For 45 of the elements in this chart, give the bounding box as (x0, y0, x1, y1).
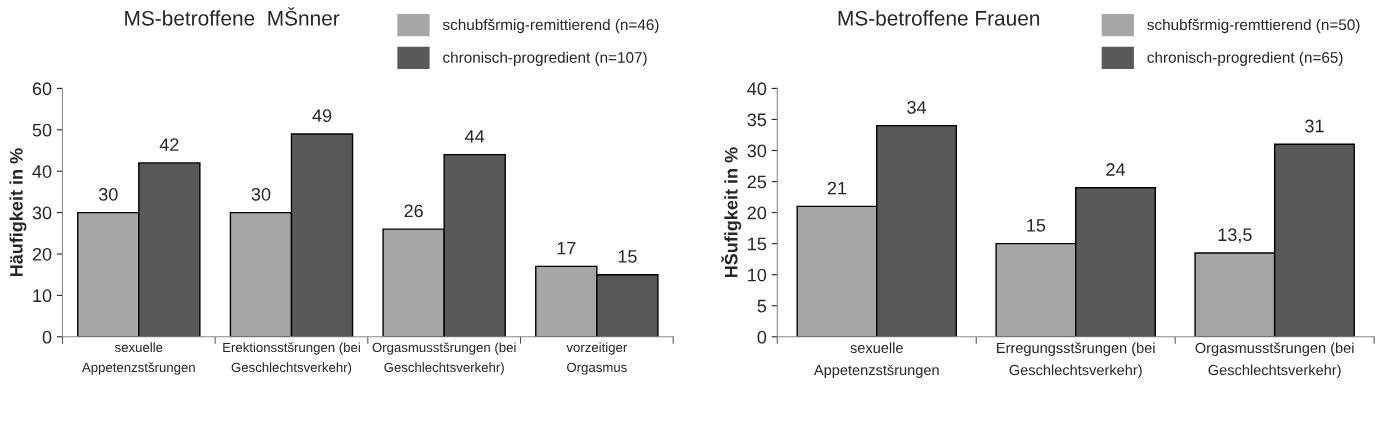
data-label: 15 (1027, 219, 1046, 232)
data-label: 34 (907, 100, 927, 114)
x-tick-label: Erektionsstšrungen (bei Geschlechtsverkehr) (223, 342, 360, 375)
legend-label: schubfšrmig-remittierend (n=46) (442, 18, 659, 34)
data-label: 49 (312, 109, 332, 123)
y-tick-label: 40 (32, 165, 52, 178)
x-tick-label: sexuelle Appetenzstšrungen (81, 342, 195, 375)
y-tick-label: 60 (32, 82, 52, 96)
data-label: 30 (98, 187, 118, 201)
data-label: 44 (465, 130, 485, 143)
chart-title: MS-betroffene Frauen (838, 10, 1040, 26)
chart-title: MS-betroffene MŠnner (125, 7, 340, 26)
data-label: 15 (618, 250, 637, 263)
legend-label: chronisch-progredient (n=107) (443, 51, 647, 66)
y-tick-label: 20 (32, 247, 52, 261)
y-tick-label: 30 (747, 144, 767, 158)
x-tick-label: Erregungsstšrungen (bei Geschlechtsverkehr) (997, 342, 1155, 379)
data-label: 13,5 (1218, 228, 1252, 244)
y-tick-label: 0 (757, 330, 767, 344)
y-tick-label: 20 (747, 206, 767, 220)
legend-label: chronisch-progredient (n=65) (1147, 51, 1343, 66)
data-label: 30 (251, 187, 271, 201)
data-label: 26 (404, 204, 423, 218)
data-label: 24 (1106, 163, 1125, 176)
y-tick-label: 0 (42, 330, 52, 344)
y-tick-label: 30 (32, 206, 52, 220)
y-tick-label: 25 (747, 175, 767, 189)
y-tick-label: 40 (747, 82, 767, 96)
data-label: 21 (827, 181, 847, 195)
x-tick-label: Orgasmusstšrungen (bei Geschlechtsverkehr) (1195, 342, 1354, 379)
data-label: 31 (1305, 119, 1324, 133)
data-label: 42 (159, 138, 179, 151)
y-tick-label: 10 (748, 268, 767, 282)
y-tick-label: 35 (747, 113, 767, 127)
legend-label: schubfšrmig-remttierend (n=50) (1147, 18, 1360, 34)
y-tick-label: 15 (748, 237, 767, 251)
x-tick-label: sexuelle Appetenzstšrungen (813, 342, 939, 379)
data-label: 17 (557, 241, 576, 255)
x-tick-label: Orgasmusstšrungen (bei Geschlechtsverkehr) (372, 342, 516, 375)
y-tick-label: 5 (757, 299, 767, 313)
x-tick-label: vorzeitiger Orgasmus (566, 342, 628, 375)
y-tick-label: 50 (32, 123, 52, 137)
y-axis-title: Häufigkeit in % (9, 148, 27, 277)
y-tick-label: 10 (33, 289, 52, 303)
y-axis-title: HŠufigkeit in % (721, 147, 742, 278)
